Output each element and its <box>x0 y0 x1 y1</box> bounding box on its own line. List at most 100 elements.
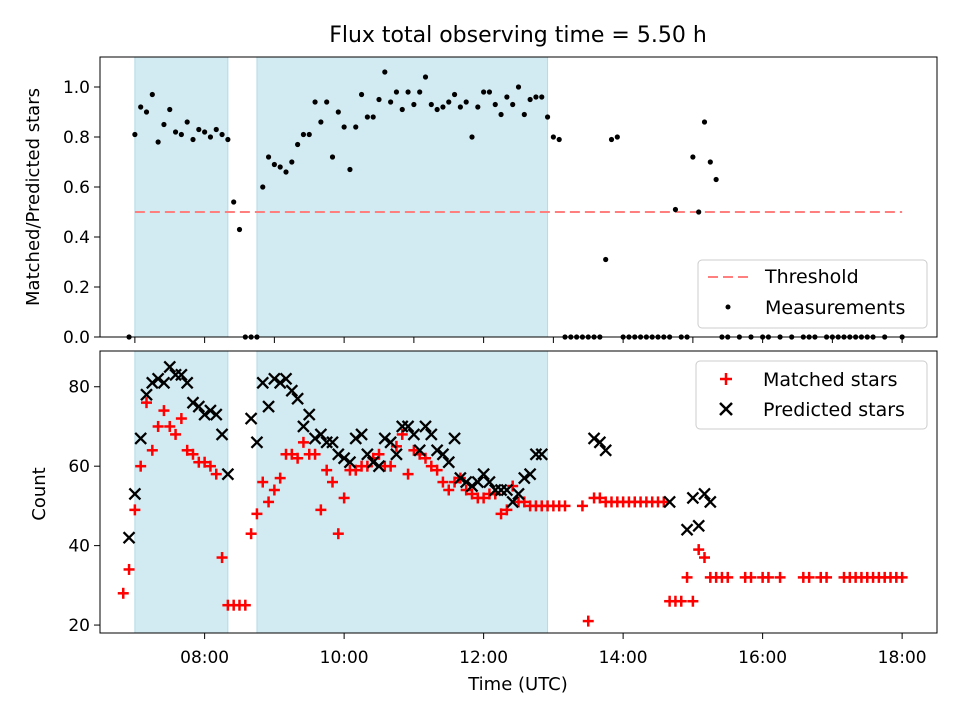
matched-star-point <box>402 468 414 480</box>
predicted-star-point <box>361 447 374 461</box>
measurement-point <box>138 104 144 110</box>
matched-star-point <box>821 571 833 583</box>
matched-star-point <box>896 571 908 583</box>
predicted-star-point <box>209 408 223 421</box>
bottom-x-ticks: 08:00 10:00 12:00 14:00 16:00 18:00 <box>180 633 927 668</box>
matched-star-point <box>239 599 251 611</box>
measurement-point <box>132 131 138 138</box>
measurement-point <box>451 91 458 98</box>
predicted-star-point <box>692 519 706 533</box>
predicted-star-point <box>442 455 456 469</box>
predicted-star-point <box>471 475 485 489</box>
predicted-star-point <box>413 443 427 457</box>
matched-star-point <box>385 460 397 472</box>
predicted-star-point <box>390 447 403 461</box>
predicted-star-point <box>378 432 392 445</box>
predicted-star-mark <box>523 467 537 481</box>
measurement-point <box>521 111 527 118</box>
predicted-star-mark <box>366 455 380 469</box>
predicted-stars-points <box>122 360 717 544</box>
predicted-star-mark <box>692 519 706 533</box>
measurement-point <box>219 131 225 138</box>
matched-star-point <box>204 460 216 472</box>
matched-star-point <box>576 500 588 512</box>
matched-star-point <box>449 476 461 488</box>
predicted-star-point <box>204 404 217 417</box>
matched-star-point <box>687 595 699 607</box>
matched-star-point <box>158 405 170 417</box>
measurement-point <box>213 126 219 133</box>
measurement-point <box>707 159 713 165</box>
measurement-point <box>236 226 243 233</box>
predicted-star-point <box>686 491 700 505</box>
matched-star-point <box>123 563 135 575</box>
predicted-star-point <box>337 451 351 465</box>
bottom-y-tick-label: 60 <box>68 457 90 477</box>
predicted-star-mark <box>483 475 496 489</box>
predicted-star-mark <box>186 396 200 409</box>
top-y-tick-label: 1.0 <box>63 78 90 98</box>
bottom-axes-frame <box>99 350 938 634</box>
predicted-star-mark <box>535 447 549 461</box>
predicted-star-mark <box>198 408 211 421</box>
measurement-point <box>428 101 434 108</box>
measurement-point <box>347 166 353 173</box>
predicted-star-mark <box>407 428 421 441</box>
predicted-star-mark <box>349 432 363 445</box>
predicted-star-mark <box>424 428 438 441</box>
bottom-y-axis-label: Count <box>29 467 50 520</box>
predicted-star-point <box>285 384 299 398</box>
predicted-star-mark <box>326 436 339 449</box>
measurement-point <box>492 101 498 108</box>
measurement-point <box>475 104 481 110</box>
measurement-point <box>178 131 184 138</box>
measurement-point <box>550 134 556 140</box>
legend-measurements-swatch <box>725 304 731 310</box>
top-panel: 0.0 0.2 0.4 0.6 0.8 1.0 Matched/Predicted sta… <box>23 56 938 348</box>
predicted-star-point <box>407 428 421 441</box>
measurement-point <box>446 99 452 105</box>
predicted-star-mark <box>151 372 165 386</box>
predicted-star-point <box>157 376 171 390</box>
predicted-star-point <box>587 432 601 445</box>
predicted-star-point <box>151 372 165 386</box>
matched-star-point <box>699 552 710 564</box>
matched-star-point <box>210 468 222 480</box>
predicted-star-point <box>465 479 479 493</box>
legend-threshold-label: Threshold <box>764 266 859 288</box>
legend-predicted-label: Predicted stars <box>763 399 905 421</box>
bottom-x-tick-label: 10:00 <box>320 648 369 668</box>
predicted-star-mark <box>250 436 264 449</box>
measurement-point <box>608 136 615 143</box>
predicted-star-mark <box>384 436 397 449</box>
predicted-star-point <box>221 467 235 481</box>
predicted-star-point <box>279 372 293 386</box>
legend-measurements-label: Measurements <box>765 297 905 319</box>
measurement-point <box>434 106 440 113</box>
predicted-star-point <box>436 447 450 461</box>
top-y-tick-label: 0.0 <box>63 328 90 348</box>
matched-star-point <box>745 571 757 583</box>
predicted-star-mark <box>390 447 403 461</box>
measurement-point <box>335 109 341 115</box>
top-y-tick-label: 0.6 <box>63 178 90 198</box>
matched-star-point <box>170 428 182 440</box>
predicted-star-point <box>483 475 496 489</box>
matched-star-point <box>559 500 571 512</box>
predicted-star-point <box>175 368 188 382</box>
matched-stars-points <box>117 397 908 627</box>
measurement-point <box>486 89 493 95</box>
measurement-point <box>172 129 179 135</box>
measurement-point <box>271 161 277 168</box>
predicted-star-point <box>140 388 153 402</box>
predicted-star-mark <box>268 372 281 386</box>
matched-star-point <box>675 595 687 607</box>
bottom-y-tick-label: 80 <box>68 378 90 398</box>
measurement-point <box>533 94 539 100</box>
predicted-star-mark <box>698 487 711 501</box>
predicted-star-point <box>163 360 177 374</box>
measurement-point <box>504 94 510 100</box>
predicted-star-mark <box>448 432 461 445</box>
measurement-point <box>690 154 696 160</box>
measurement-point <box>306 131 312 138</box>
